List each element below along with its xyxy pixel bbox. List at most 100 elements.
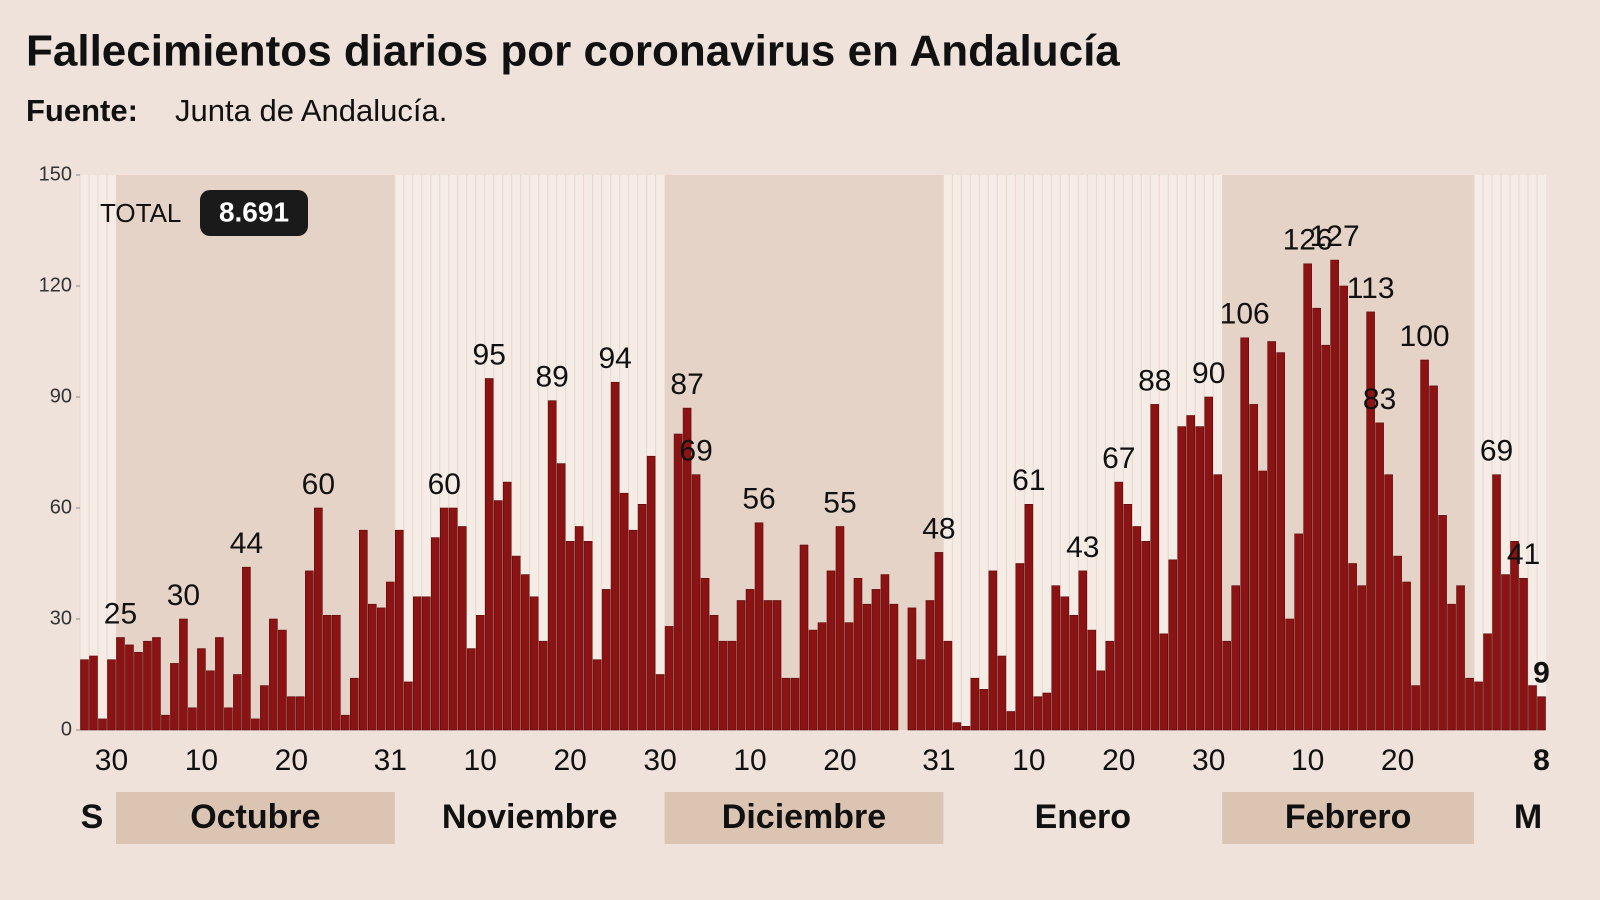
bar bbox=[511, 555, 521, 731]
bar bbox=[1366, 311, 1375, 731]
bar bbox=[574, 526, 584, 731]
bar bbox=[556, 463, 566, 731]
bar bbox=[403, 681, 413, 731]
value-label: 90 bbox=[1192, 357, 1225, 390]
bar bbox=[314, 507, 323, 731]
y-tick-label: 60 bbox=[50, 496, 72, 518]
bar bbox=[260, 685, 269, 731]
bar bbox=[871, 589, 881, 731]
bar bbox=[323, 614, 332, 731]
bar bbox=[493, 500, 503, 731]
value-label: 55 bbox=[823, 486, 856, 519]
bar bbox=[970, 677, 980, 731]
bar bbox=[817, 622, 827, 731]
month-box bbox=[1222, 792, 1475, 844]
bar bbox=[1312, 307, 1321, 731]
bar bbox=[1114, 481, 1124, 731]
bar bbox=[1501, 574, 1510, 731]
bar bbox=[502, 481, 512, 731]
value-label: 61 bbox=[1012, 464, 1045, 497]
bar bbox=[359, 529, 368, 731]
bar bbox=[880, 574, 890, 731]
bar bbox=[727, 640, 737, 731]
value-label: 69 bbox=[679, 435, 712, 468]
bar bbox=[961, 725, 971, 731]
value-label: 44 bbox=[230, 527, 263, 560]
bar bbox=[1276, 352, 1285, 731]
bar bbox=[1051, 585, 1061, 731]
bar bbox=[646, 455, 656, 731]
bar bbox=[520, 574, 530, 731]
source: Junta de Andalucía. bbox=[175, 93, 447, 128]
bar bbox=[1447, 603, 1456, 731]
bar bbox=[1438, 515, 1447, 731]
bar bbox=[152, 637, 161, 731]
value-label: 89 bbox=[535, 361, 568, 394]
bar bbox=[772, 600, 782, 731]
bar bbox=[376, 607, 386, 731]
bar bbox=[1420, 359, 1429, 731]
bar bbox=[1087, 629, 1097, 731]
value-label: 83 bbox=[1363, 383, 1396, 416]
bar bbox=[1465, 677, 1474, 731]
bar bbox=[1024, 503, 1034, 731]
bar bbox=[1159, 633, 1169, 731]
x-tick-label: 20 bbox=[823, 744, 856, 777]
bar bbox=[889, 603, 899, 731]
bar bbox=[1186, 415, 1196, 731]
x-tick-label: 10 bbox=[1012, 744, 1045, 777]
month-box bbox=[115, 792, 395, 844]
bar bbox=[1141, 540, 1151, 731]
bar bbox=[287, 696, 296, 731]
bar bbox=[475, 614, 485, 731]
x-tick-label: 10 bbox=[185, 744, 218, 777]
bar bbox=[1078, 570, 1088, 731]
bar bbox=[1195, 426, 1205, 731]
bar bbox=[610, 381, 620, 731]
y-tick-label: 120 bbox=[39, 274, 72, 296]
bar bbox=[637, 503, 647, 731]
bar bbox=[269, 618, 278, 731]
month-band bbox=[115, 175, 395, 730]
bar bbox=[952, 722, 962, 731]
value-label: 87 bbox=[670, 368, 703, 401]
x-tick-label: 31 bbox=[922, 744, 955, 777]
bar bbox=[1033, 696, 1043, 731]
month-label: Enero bbox=[1035, 798, 1131, 836]
total-value: 8.691 bbox=[219, 196, 289, 227]
bar bbox=[754, 522, 764, 731]
x-tick-label: 30 bbox=[95, 744, 128, 777]
bar bbox=[655, 674, 665, 731]
bar bbox=[332, 614, 341, 731]
bar bbox=[1474, 681, 1483, 731]
bar bbox=[1519, 577, 1528, 731]
bar bbox=[1510, 540, 1519, 731]
x-tick-label: 10 bbox=[733, 744, 766, 777]
x-tick-label: 20 bbox=[553, 744, 586, 777]
bar bbox=[853, 577, 863, 731]
bar bbox=[1375, 422, 1384, 731]
bar bbox=[835, 526, 845, 731]
bar bbox=[565, 540, 575, 731]
x-tick-label: 8 bbox=[1533, 744, 1550, 777]
bar bbox=[682, 407, 692, 731]
bar bbox=[188, 707, 197, 731]
x-tick-label: 30 bbox=[643, 744, 676, 777]
bar bbox=[628, 529, 638, 731]
value-label: 113 bbox=[1347, 272, 1395, 305]
y-tick-label: 90 bbox=[50, 385, 72, 407]
bar bbox=[1132, 526, 1142, 731]
bar bbox=[934, 552, 944, 731]
bar bbox=[484, 378, 494, 731]
value-label: 95 bbox=[473, 338, 506, 371]
bar bbox=[673, 433, 683, 731]
bar bbox=[466, 648, 476, 731]
bar bbox=[89, 655, 98, 731]
bar bbox=[1456, 585, 1465, 731]
value-label: 67 bbox=[1102, 442, 1135, 475]
bar bbox=[790, 677, 800, 731]
bar bbox=[808, 629, 818, 731]
value-label: 43 bbox=[1066, 531, 1099, 564]
bar bbox=[1357, 585, 1366, 731]
